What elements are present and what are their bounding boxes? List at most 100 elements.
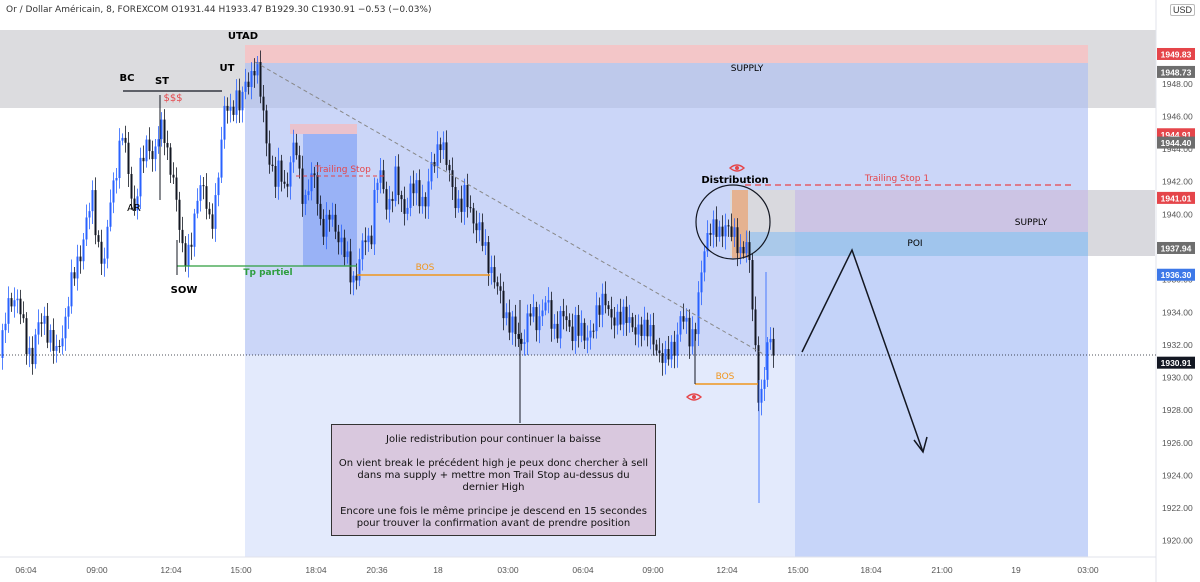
eye-icon	[685, 393, 703, 401]
candle-body	[52, 330, 55, 351]
candle-body	[286, 183, 289, 187]
candle-body	[379, 170, 382, 183]
candle-body	[607, 305, 610, 310]
x-tick-label: 03:00	[1077, 565, 1099, 575]
projection-path	[801, 248, 924, 453]
candle-body	[112, 180, 115, 203]
y-tick-label: 1924.00	[1162, 470, 1193, 480]
currency-button[interactable]: USD	[1169, 4, 1195, 16]
candle-body	[319, 203, 322, 219]
candle-body	[634, 327, 637, 335]
y-tick-label: 1942.00	[1162, 177, 1193, 187]
candle-body	[706, 232, 709, 252]
candle-body	[229, 106, 232, 111]
candle-body	[148, 139, 151, 152]
candle-body	[118, 140, 121, 179]
candle-body	[400, 195, 403, 200]
candle-body	[1, 330, 4, 358]
y-axis-bg	[1156, 0, 1200, 582]
candle-body	[622, 306, 625, 325]
candle-body	[577, 314, 580, 336]
eye-icon	[728, 164, 746, 172]
candle-body	[547, 300, 550, 303]
candle-body	[748, 242, 751, 261]
annotation-label: BC	[120, 73, 135, 84]
candle-body	[424, 196, 427, 207]
candle-body	[742, 246, 745, 254]
x-tick-label: 18:04	[860, 565, 882, 575]
candle-body	[652, 325, 655, 345]
x-tick-label: 18	[433, 565, 443, 575]
candle-body	[472, 208, 475, 224]
candle-body	[256, 61, 259, 76]
sell-stop-zone	[245, 45, 1088, 63]
candle-body	[163, 119, 166, 143]
candle-body	[610, 309, 613, 318]
candle-body	[346, 251, 349, 258]
price-tag-label: 1944.91	[1161, 130, 1192, 140]
candle-body	[223, 105, 226, 140]
candle-body	[28, 347, 31, 355]
price-tag-bg	[1157, 136, 1195, 149]
candle-body	[448, 164, 451, 171]
candle-body	[139, 157, 142, 197]
candle-body	[724, 225, 727, 237]
candle-body	[457, 198, 460, 209]
candle-body	[412, 183, 415, 194]
projection-arrow-head	[913, 436, 928, 454]
candle-body	[94, 190, 97, 236]
candle-body	[268, 143, 271, 165]
candle-body	[166, 142, 169, 148]
note-line-2: On vient break le précédent high je peux…	[338, 458, 649, 493]
annotation-label: SUPPLY	[731, 64, 764, 74]
price-tag-bg	[1157, 47, 1195, 60]
candle-body	[178, 199, 181, 230]
candle-body	[718, 226, 721, 237]
candle-body	[532, 307, 535, 317]
candle-body	[493, 267, 496, 283]
candle-body	[604, 293, 607, 306]
price-tag-label: 1936.30	[1161, 270, 1192, 280]
candle-body	[226, 105, 229, 111]
candle-body	[91, 190, 94, 212]
candle-body	[571, 326, 574, 342]
candle-body	[445, 142, 448, 165]
candle-body	[37, 322, 40, 335]
annotation-label: POI	[907, 239, 922, 249]
candle-body	[316, 175, 319, 204]
price-tag-bg	[1157, 191, 1195, 204]
distribution-circle	[695, 184, 771, 260]
candle-body	[481, 222, 484, 246]
candle-body	[274, 166, 277, 187]
candle-body	[709, 232, 712, 235]
candle-body	[520, 338, 523, 344]
candle-body	[367, 235, 370, 243]
candle-body	[409, 183, 412, 208]
candle-body	[160, 119, 163, 140]
candle-body	[388, 198, 391, 210]
x-tick-label: 19	[1011, 565, 1021, 575]
candle-body	[430, 161, 433, 182]
candle-body	[550, 300, 553, 329]
candle-body	[151, 151, 154, 160]
candle-body	[190, 244, 193, 247]
candle-body	[25, 318, 28, 355]
candle-body	[313, 173, 316, 176]
candle-body	[214, 195, 217, 229]
candle-body	[193, 213, 196, 247]
candle-body	[703, 251, 706, 273]
annotation-label: $$$	[163, 93, 182, 104]
candle-body	[484, 242, 487, 246]
annotation-note: Jolie redistribution pour continuer la b…	[331, 424, 656, 536]
candle-body	[403, 199, 406, 214]
price-tag-label: 1949.83	[1161, 49, 1192, 59]
candle-body	[343, 237, 346, 258]
candle-body	[505, 312, 508, 319]
candle-body	[280, 160, 283, 182]
candle-body	[730, 226, 733, 237]
candle-body	[502, 290, 505, 319]
candle-body	[97, 235, 100, 242]
candle-body	[727, 225, 730, 227]
candle-body	[133, 198, 136, 211]
